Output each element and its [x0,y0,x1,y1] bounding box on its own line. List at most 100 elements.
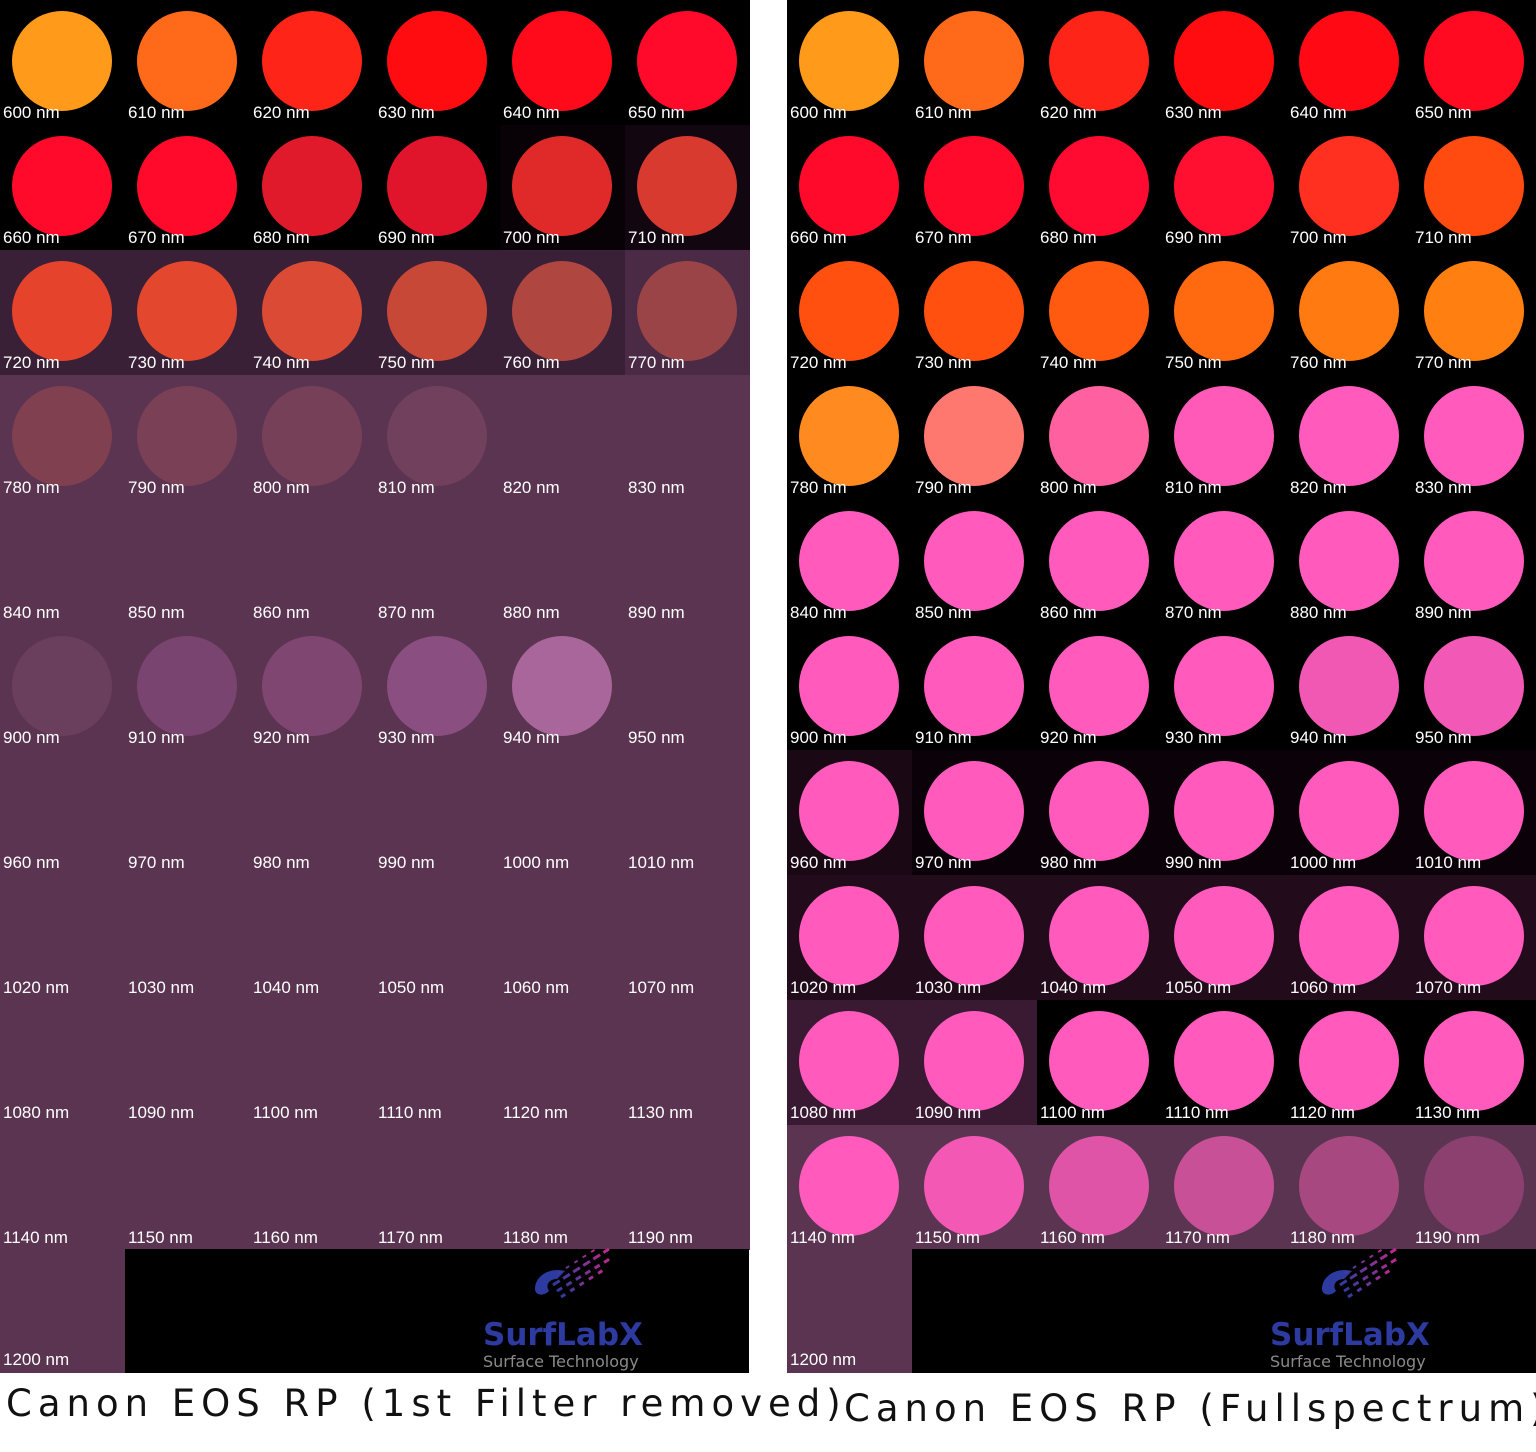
spectrum-tile: 1030 nm [125,875,250,1000]
wavelength-label: 1100 nm [253,1103,318,1122]
light-spot [799,261,899,361]
light-spot [1424,1011,1524,1111]
spectrum-tile: 1030 nm [912,875,1037,1000]
wavelength-label: 950 nm [1415,728,1472,747]
wavelength-label: 910 nm [915,728,972,747]
spectrum-tile: 1160 nm [250,1125,375,1250]
wavelength-label: 980 nm [1040,853,1097,872]
wavelength-label: 630 nm [1165,103,1222,122]
light-spot [12,136,112,236]
spectrum-tile: 680 nm [1037,125,1162,250]
wavelength-label: 830 nm [628,478,685,497]
light-spot [1174,1011,1274,1111]
spectrum-tile: 1100 nm [1037,1000,1162,1125]
light-spot [637,136,737,236]
wavelength-label: 1120 nm [1290,1103,1355,1122]
wavelength-label: 860 nm [253,603,310,622]
wavelength-label: 950 nm [628,728,685,747]
light-spot [799,11,899,111]
spectrum-tile: 810 nm [375,375,500,500]
spectrum-tile: 970 nm [125,750,250,875]
wavelength-label: 650 nm [628,103,685,122]
wavelength-label: 1080 nm [790,1103,857,1122]
spectrum-tile: 670 nm [912,125,1037,250]
light-spot [12,636,112,736]
spectrum-tile: 1060 nm [1287,875,1412,1000]
wavelength-label: 990 nm [1165,853,1222,872]
wavelength-label: 1130 nm [1415,1103,1480,1122]
wavelength-label: 810 nm [378,478,435,497]
wavelength-label: 750 nm [378,353,435,372]
spectrum-tile: 780 nm [787,375,912,500]
spectrum-tile: 1070 nm [625,875,750,1000]
light-spot [799,1136,899,1236]
spectrum-tile: 930 nm [375,625,500,750]
light-spot [1299,1011,1399,1111]
spectrum-tile: 940 nm [1287,625,1412,750]
spectrum-tile: 760 nm [1287,250,1412,375]
spectrum-tile: 1010 nm [1412,750,1536,875]
wavelength-label: 760 nm [503,353,560,372]
wavelength-label: 960 nm [3,853,60,872]
light-spot [1299,636,1399,736]
wavelength-label: 930 nm [378,728,435,747]
wavelength-label: 600 nm [3,103,60,122]
spectrum-tile: 760 nm [500,250,625,375]
light-spot [637,261,737,361]
spectrum-tile: 1110 nm [1162,1000,1287,1125]
light-spot [1299,386,1399,486]
light-spot [1049,886,1149,986]
caption-right: Canon EOS RP (Fullspectrum) [844,1387,1536,1430]
light-spot [262,11,362,111]
wavelength-label: 610 nm [128,103,185,122]
spectrum-tile: 1170 nm [375,1125,500,1250]
light-spot [924,11,1024,111]
spectrum-tile: 1120 nm [500,1000,625,1125]
wavelength-label: 990 nm [378,853,435,872]
spectrum-tile: 640 nm [1287,0,1412,125]
spectrum-tile: 860 nm [1037,500,1162,625]
spectrum-tile: 690 nm [1162,125,1287,250]
spectrum-tile: 630 nm [1162,0,1287,125]
light-spot [1299,511,1399,611]
wavelength-label: 880 nm [503,603,560,622]
spectrum-tile: 620 nm [250,0,375,125]
spectrum-tile: 1130 nm [1412,1000,1536,1125]
wavelength-label: 1040 nm [253,978,320,997]
wavelength-label: 700 nm [503,228,560,247]
spectrum-tile: 990 nm [375,750,500,875]
light-spot [1049,1136,1149,1236]
wavelength-label: 900 nm [3,728,60,747]
surflabx-logo: SurfLabX Surface Technology [1270,1246,1436,1373]
wavelength-label: 890 nm [1415,603,1472,622]
wavelength-label: 670 nm [915,228,972,247]
right-panel: 600 nm 610 nm 620 nm 630 nm 640 nm 650 nm 660 … [787,0,1536,1373]
comet-icon [1322,1246,1401,1299]
spectrum-tile: 1080 nm [787,1000,912,1125]
spectrum-tile: 1190 nm [625,1125,750,1250]
wavelength-label: 1150 nm [128,1228,193,1247]
wavelength-label: 740 nm [253,353,310,372]
wavelength-label: 1160 nm [1040,1228,1105,1247]
light-spot [924,636,1024,736]
wavelength-label: 1060 nm [1290,978,1357,997]
spectrum-tile: 1160 nm [1037,1125,1162,1250]
wavelength-label: 1020 nm [790,978,857,997]
spectrum-tile: 790 nm [912,375,1037,500]
wavelength-label: 1050 nm [1165,978,1232,997]
wavelength-label: 1170 nm [378,1228,443,1247]
light-spot [1174,261,1274,361]
wavelength-label: 850 nm [915,603,972,622]
spectrum-tile: 1010 nm [625,750,750,875]
wavelength-label: 890 nm [628,603,685,622]
light-spot [924,761,1024,861]
light-spot [387,136,487,236]
wavelength-label: 750 nm [1165,353,1222,372]
spectrum-tile: 920 nm [250,625,375,750]
spectrum-tile: 900 nm [0,625,125,750]
spectrum-tile: 720 nm [787,250,912,375]
wavelength-label: 1090 nm [915,1103,982,1122]
spectrum-tile: 1080 nm [0,1000,125,1125]
light-spot [799,1011,899,1111]
wavelength-label: 1070 nm [1415,978,1482,997]
